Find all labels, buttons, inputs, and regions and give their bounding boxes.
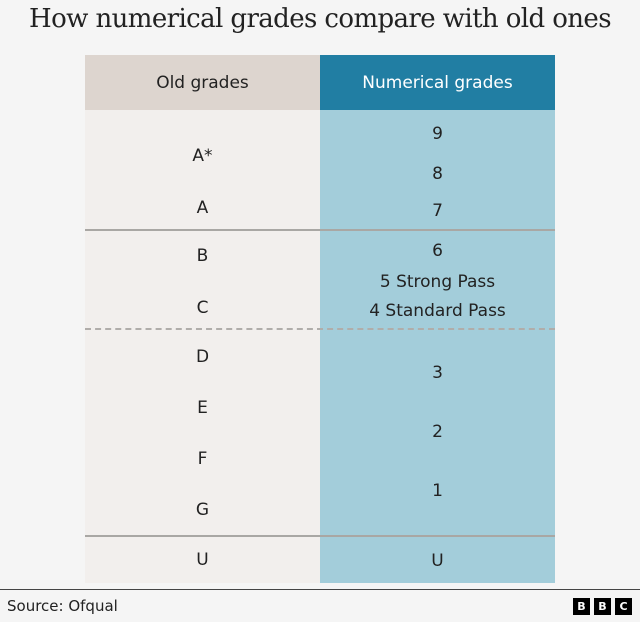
solid-divider [85,229,555,231]
old-grade-cell: C [196,298,209,318]
numerical-grades-header: Numerical grades [320,55,555,110]
old-grade-cell: E [197,398,208,418]
old-grade-cell: G [195,500,210,520]
bbc-logo-letter: B [594,598,611,615]
dashed-divider [85,328,555,330]
old-grades-header: Old grades [85,55,320,110]
bbc-logo: B B C [573,598,632,615]
old-grade-cell: U [196,550,209,570]
numerical-grade-cell: U [431,551,444,571]
numerical-grade-cell: 2 [432,422,443,442]
numerical-grade-cell: 3 [432,363,443,383]
bbc-logo-letter: B [573,598,590,615]
old-grade-cell: A* [192,146,213,166]
source-note: Source: Ofqual [7,597,118,615]
numerical-grade-cell: 1 [432,481,443,501]
numerical-grade-cell: 8 [432,164,443,184]
numerical-grade-cell: 7 [432,201,443,221]
numerical-grades-column [320,110,555,583]
old-grade-cell: A [196,198,209,218]
old-grade-cell: B [196,246,209,266]
numerical-grade-cell: 4 Standard Pass [369,301,506,321]
solid-divider [85,535,555,537]
footer-divider [0,589,640,590]
old-grades-column [85,110,320,583]
old-grade-cell: F [197,449,208,469]
chart-title: How numerical grades compare with old on… [29,4,612,34]
numerical-grade-cell: 5 Strong Pass [379,272,496,292]
grades-table: Old grades Numerical grades A* A B C D E F G U 9… [85,55,555,583]
bbc-logo-letter: C [615,598,632,615]
numerical-grade-cell: 9 [432,124,443,144]
numerical-grade-cell: 6 [432,241,443,261]
old-grade-cell: D [195,347,210,367]
